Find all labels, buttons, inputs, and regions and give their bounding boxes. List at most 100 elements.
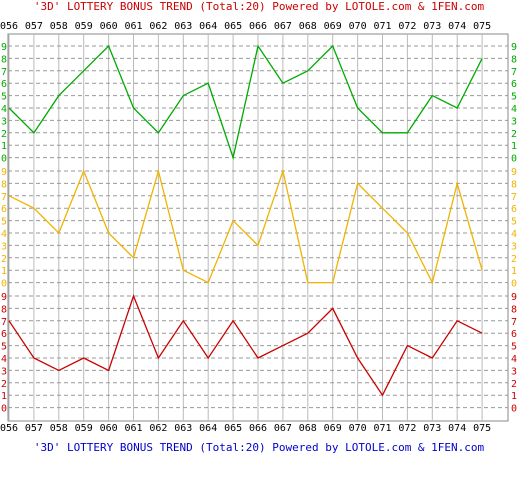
y-tick-label-right: 8 xyxy=(511,54,517,65)
x-tick-label-bottom: 074 xyxy=(448,423,466,434)
y-tick-label-left: 8 xyxy=(1,54,7,65)
x-tick-label-top: 062 xyxy=(149,21,167,32)
y-tick-label-left: 5 xyxy=(1,92,7,103)
y-tick-label-left: 9 xyxy=(1,42,7,53)
y-tick-label-right: 3 xyxy=(511,116,517,127)
x-tick-label-top: 074 xyxy=(448,21,466,32)
x-tick-label-top: 064 xyxy=(199,21,217,32)
y-tick-label-left: 6 xyxy=(1,204,7,215)
y-tick-label-left: 2 xyxy=(1,379,7,390)
y-tick-label-right: 8 xyxy=(511,304,517,315)
series-line-2 xyxy=(8,168,483,285)
chart-title-top: '3D' LOTTERY BONUS TREND (Total:20) Powe… xyxy=(33,0,485,13)
x-tick-label-top: 075 xyxy=(473,21,491,32)
y-tick-label-left: 1 xyxy=(1,391,7,402)
y-tick-label-left: 5 xyxy=(1,342,7,353)
y-tick-label-left: 7 xyxy=(1,317,7,328)
y-tick-label-right: 4 xyxy=(511,354,517,365)
y-tick-label-right: 1 xyxy=(511,141,517,152)
x-tick-label-top: 058 xyxy=(50,21,68,32)
x-tick-label-top: 073 xyxy=(423,21,441,32)
x-tick-label-bottom: 066 xyxy=(249,423,267,434)
x-tick-label-bottom: 069 xyxy=(324,423,342,434)
x-tick-label-top: 069 xyxy=(324,21,342,32)
x-tick-label-bottom: 065 xyxy=(224,423,242,434)
y-tick-label-right: 1 xyxy=(511,391,517,402)
y-tick-label-right: 3 xyxy=(511,241,517,252)
x-tick-label-top: 060 xyxy=(100,21,118,32)
y-tick-label-left: 4 xyxy=(1,104,7,115)
y-tick-label-right: 2 xyxy=(511,379,517,390)
x-tick-label-top: 067 xyxy=(274,21,292,32)
x-tick-label-top: 070 xyxy=(349,21,367,32)
y-tick-label-right: 2 xyxy=(511,254,517,265)
y-tick-label-left: 2 xyxy=(1,129,7,140)
y-tick-label-right: 0 xyxy=(511,404,517,415)
y-tick-label-left: 5 xyxy=(1,217,7,228)
y-tick-label-right: 0 xyxy=(511,154,517,165)
x-tick-label-bottom: 073 xyxy=(423,423,441,434)
y-tick-label-left: 1 xyxy=(1,141,7,152)
y-tick-label-right: 6 xyxy=(511,204,517,215)
x-tick-label-bottom: 070 xyxy=(349,423,367,434)
y-tick-label-left: 3 xyxy=(1,241,7,252)
y-tick-label-left: 6 xyxy=(1,329,7,340)
x-tick-label-top: 065 xyxy=(224,21,242,32)
x-tick-label-top: 057 xyxy=(25,21,43,32)
y-tick-label-right: 1 xyxy=(511,266,517,277)
x-tick-label-top: 068 xyxy=(299,21,317,32)
x-tick-label-bottom: 058 xyxy=(50,423,68,434)
x-tick-label-bottom: 060 xyxy=(100,423,118,434)
y-tick-label-left: 2 xyxy=(1,254,7,265)
y-tick-label-right: 7 xyxy=(511,67,517,78)
x-tick-label-top: 071 xyxy=(373,21,391,32)
y-tick-label-right: 8 xyxy=(511,179,517,190)
x-tick-label-top: 061 xyxy=(124,21,142,32)
y-tick-label-left: 0 xyxy=(1,154,7,165)
y-tick-label-right: 4 xyxy=(511,104,517,115)
y-tick-label-right: 4 xyxy=(511,229,517,240)
y-tick-label-left: 4 xyxy=(1,354,7,365)
x-tick-label-bottom: 061 xyxy=(124,423,142,434)
y-tick-label-right: 2 xyxy=(511,129,517,140)
y-tick-label-right: 9 xyxy=(511,42,517,53)
y-tick-label-right: 9 xyxy=(511,292,517,303)
y-tick-label-left: 6 xyxy=(1,79,7,90)
x-tick-label-bottom: 056 xyxy=(0,423,18,434)
x-tick-label-bottom: 063 xyxy=(174,423,192,434)
y-tick-label-left: 7 xyxy=(1,67,7,78)
y-tick-label-right: 5 xyxy=(511,92,517,103)
series-line-1 xyxy=(8,44,483,161)
y-tick-label-left: 0 xyxy=(1,404,7,415)
y-tick-label-left: 8 xyxy=(1,304,7,315)
x-tick-label-top: 063 xyxy=(174,21,192,32)
y-tick-label-left: 7 xyxy=(1,192,7,203)
y-tick-label-left: 0 xyxy=(1,279,7,290)
y-tick-label-left: 3 xyxy=(1,366,7,377)
x-tick-label-bottom: 067 xyxy=(274,423,292,434)
y-tick-label-left: 1 xyxy=(1,266,7,277)
y-tick-label-right: 0 xyxy=(511,279,517,290)
x-tick-label-bottom: 071 xyxy=(373,423,391,434)
x-tick-label-bottom: 062 xyxy=(149,423,167,434)
y-tick-label-left: 9 xyxy=(1,167,7,178)
y-tick-label-left: 4 xyxy=(1,229,7,240)
x-tick-label-bottom: 059 xyxy=(75,423,93,434)
y-tick-label-right: 7 xyxy=(511,317,517,328)
x-tick-label-bottom: 075 xyxy=(473,423,491,434)
y-tick-label-left: 8 xyxy=(1,179,7,190)
x-tick-label-bottom: 057 xyxy=(25,423,43,434)
y-tick-label-right: 9 xyxy=(511,167,517,178)
y-tick-label-right: 6 xyxy=(511,329,517,340)
y-tick-label-left: 3 xyxy=(1,116,7,127)
series-line-3 xyxy=(8,294,483,397)
x-tick-label-bottom: 064 xyxy=(199,423,217,434)
y-tick-label-right: 5 xyxy=(511,342,517,353)
y-tick-label-right: 7 xyxy=(511,192,517,203)
x-tick-label-top: 059 xyxy=(75,21,93,32)
y-tick-label-right: 6 xyxy=(511,79,517,90)
x-tick-label-bottom: 072 xyxy=(398,423,416,434)
x-tick-label-top: 072 xyxy=(398,21,416,32)
x-tick-label-top: 056 xyxy=(0,21,18,32)
